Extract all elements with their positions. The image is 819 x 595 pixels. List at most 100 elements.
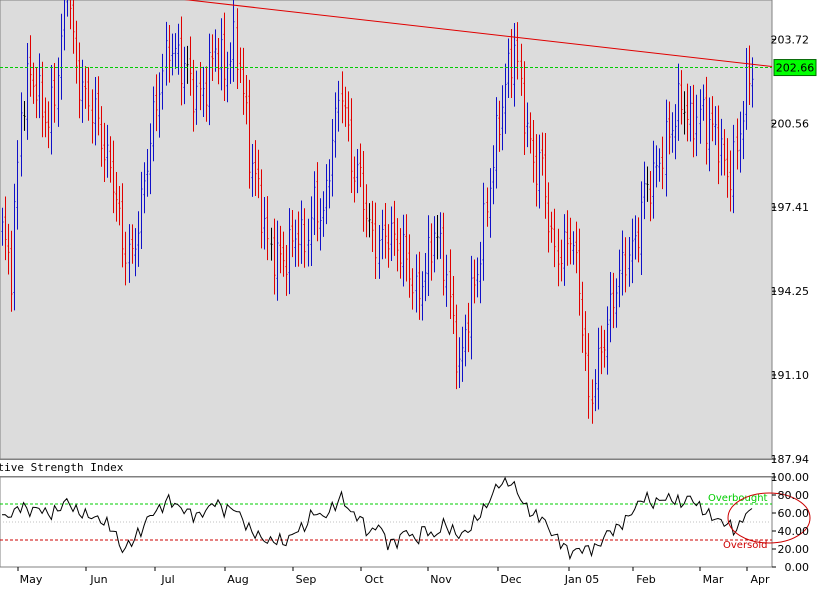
ohlc-bar xyxy=(374,202,377,280)
ohlc-bar xyxy=(501,85,504,151)
ohlc-bar xyxy=(248,79,251,189)
ohlc-bar xyxy=(587,333,590,419)
x-axis-label: Nov xyxy=(430,573,452,586)
ohlc-bar xyxy=(671,112,674,153)
ohlc-bar xyxy=(516,22,519,80)
ohlc-bar xyxy=(300,200,303,264)
x-axis-label: Oct xyxy=(364,573,384,586)
x-axis-label: Dec xyxy=(500,573,521,586)
ohlc-bar xyxy=(674,104,677,160)
ohlc-bar xyxy=(421,271,424,321)
x-axis-label: Aug xyxy=(227,573,248,586)
ohlc-bar xyxy=(128,224,131,283)
oversold-label: Oversold xyxy=(723,540,768,551)
ohlc-bar xyxy=(195,70,198,125)
ohlc-bar xyxy=(720,118,723,176)
ohlc-bar xyxy=(208,33,211,126)
ohlc-bar xyxy=(415,254,418,313)
rsi-line xyxy=(1,476,753,561)
ohlc-bar xyxy=(393,200,396,256)
ohlc-bar xyxy=(260,169,263,249)
ohlc-bar xyxy=(368,203,371,238)
ohlc-bar xyxy=(87,67,90,121)
ohlc-bar xyxy=(143,162,146,214)
ohlc-bar xyxy=(20,92,23,177)
ohlc-bar xyxy=(4,196,7,261)
ohlc-bar xyxy=(702,84,705,121)
x-axis-label: Apr xyxy=(750,573,770,586)
ohlc-bar xyxy=(689,86,692,142)
ohlc-bar xyxy=(307,218,310,267)
ohlc-bar xyxy=(575,221,578,274)
ohlc-bar xyxy=(356,149,359,194)
ohlc-bar xyxy=(106,124,109,178)
ohlc-bar xyxy=(603,329,606,368)
ohlc-bar xyxy=(467,302,470,353)
ohlc-bar xyxy=(489,168,492,238)
ohlc-bar xyxy=(646,166,649,202)
ohlc-bar xyxy=(217,37,220,85)
ohlc-bar xyxy=(38,53,41,119)
ohlc-bar xyxy=(288,208,291,295)
ohlc-bar xyxy=(365,184,368,238)
ohlc-bar xyxy=(16,140,19,230)
x-axis-label: Jan 05 xyxy=(564,573,599,586)
ohlc-bar xyxy=(47,101,50,149)
ohlc-bar xyxy=(618,249,621,308)
ohlc-bar xyxy=(591,379,594,424)
ohlc-bar xyxy=(652,140,655,219)
price-axis-label: 194.25 xyxy=(771,285,810,298)
ohlc-bar xyxy=(60,13,63,100)
ohlc-bar xyxy=(479,241,482,304)
ohlc-bar xyxy=(711,96,714,142)
ohlc-bar xyxy=(211,34,214,81)
ohlc-bar xyxy=(226,51,229,103)
ohlc-bar xyxy=(100,106,103,167)
ohlc-bar xyxy=(199,61,202,111)
ohlc-bar xyxy=(94,76,97,146)
ohlc-bar xyxy=(557,228,560,287)
ohlc-bar xyxy=(464,314,467,367)
ohlc-bar xyxy=(427,215,430,296)
ohlc-bar xyxy=(680,70,683,125)
ohlc-bar xyxy=(529,112,532,154)
ohlc-bar xyxy=(242,47,245,115)
price-axis-label: 203.72 xyxy=(771,33,810,46)
ohlc-bar xyxy=(637,217,640,263)
x-axis-label: Jul xyxy=(160,573,174,586)
ohlc-bar xyxy=(621,230,624,296)
ohlc-bar xyxy=(350,98,353,193)
ohlc-bar xyxy=(146,148,149,197)
ohlc-bar xyxy=(449,249,452,320)
ohlc-bar xyxy=(640,181,643,276)
rsi-axis-label: 60.00 xyxy=(778,507,810,520)
ohlc-bar xyxy=(381,209,384,260)
price-axis-label: 200.56 xyxy=(771,117,810,130)
x-axis-label: May xyxy=(20,573,43,586)
ohlc-bar xyxy=(72,0,75,54)
ohlc-bar xyxy=(584,311,587,372)
ohlc-bar xyxy=(597,327,600,410)
ohlc-bar xyxy=(273,218,276,295)
ohlc-bar xyxy=(492,145,495,205)
ohlc-bar xyxy=(32,62,35,104)
ohlc-bar xyxy=(347,91,350,142)
ohlc-bar xyxy=(510,29,513,99)
ohlc-bar xyxy=(328,159,331,209)
ohlc-bar xyxy=(661,136,664,190)
ohlc-bar xyxy=(455,304,458,390)
ohlc-bar xyxy=(658,148,661,182)
ohlc-bar xyxy=(476,257,479,298)
overbought-label: Overbought xyxy=(708,493,768,504)
ohlc-bar xyxy=(378,224,381,279)
ohlc-bar xyxy=(439,212,442,259)
ohlc-bar xyxy=(245,75,248,125)
ohlc-bar xyxy=(520,43,523,96)
ohlc-bar xyxy=(523,61,526,156)
ohlc-bar xyxy=(526,102,529,148)
ohlc-bar xyxy=(649,171,652,222)
ohlc-bar xyxy=(751,57,754,108)
rsi-panel-background xyxy=(0,476,773,568)
ohlc-bar xyxy=(57,57,60,127)
ohlc-bar xyxy=(152,86,155,162)
